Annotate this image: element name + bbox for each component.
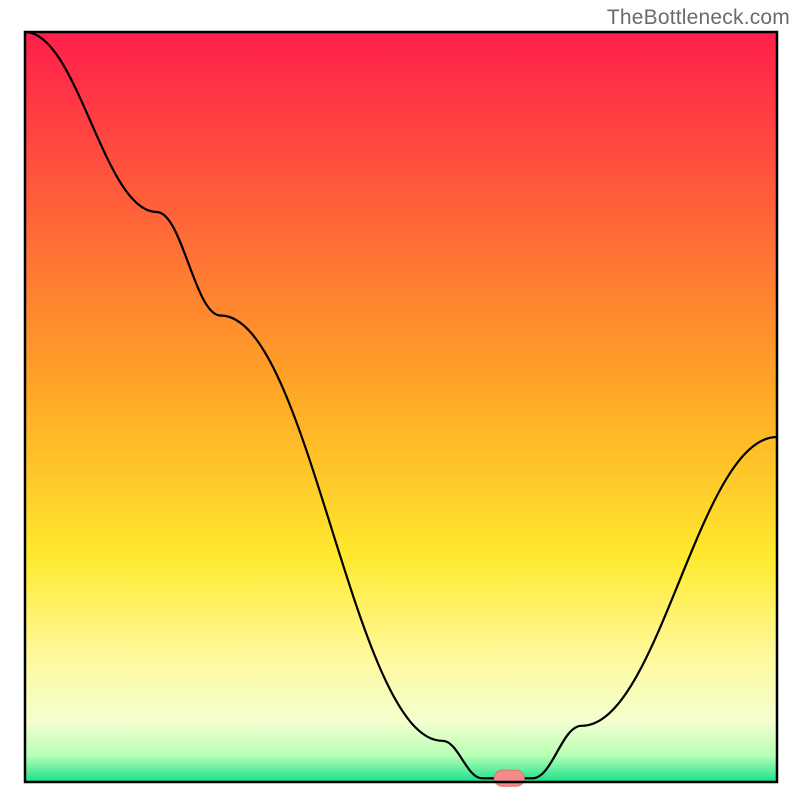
bottleneck-chart	[0, 0, 800, 800]
watermark-text: TheBottleneck.com	[607, 6, 790, 30]
chart-root: TheBottleneck.com	[0, 0, 800, 800]
gradient-background	[25, 32, 777, 782]
optimal-point-marker	[494, 770, 524, 786]
